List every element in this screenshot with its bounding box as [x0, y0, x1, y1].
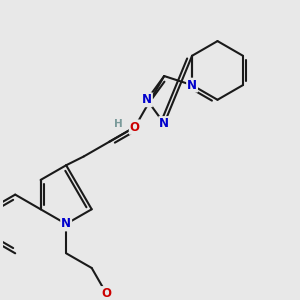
Text: O: O: [101, 287, 111, 300]
Text: N: N: [130, 121, 140, 134]
Text: N: N: [159, 117, 169, 130]
Text: N: N: [61, 218, 71, 230]
Text: N: N: [142, 93, 152, 106]
Text: O: O: [130, 121, 140, 134]
Text: H: H: [114, 119, 123, 129]
Text: N: N: [187, 79, 197, 92]
